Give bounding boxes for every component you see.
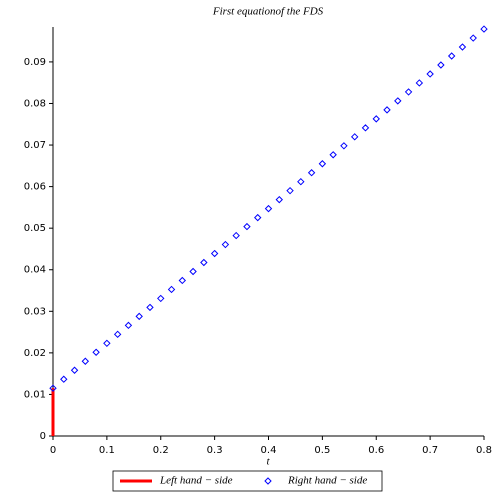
y-tick-label: 0.02	[24, 348, 46, 359]
point	[200, 258, 208, 267]
point	[81, 357, 90, 365]
point	[210, 249, 219, 258]
point	[318, 160, 327, 168]
point	[350, 133, 359, 141]
point	[426, 70, 434, 78]
point	[340, 142, 348, 150]
point	[297, 177, 305, 186]
y-tick-label: 0.05	[24, 223, 46, 234]
x-axis-label: t	[266, 456, 270, 468]
y-tick-label: 0.09	[24, 57, 46, 68]
point	[469, 34, 477, 42]
x-tick-label: 0	[50, 445, 56, 456]
point	[264, 204, 273, 213]
y-tick-label: 0.01	[24, 389, 46, 400]
point	[167, 285, 176, 294]
x-tick-label: 0.6	[368, 445, 384, 456]
point	[254, 213, 262, 222]
y-tick-label: 0.03	[24, 306, 46, 317]
legend-label: Left hand − side	[159, 475, 233, 487]
point	[447, 52, 456, 60]
point	[394, 97, 402, 105]
point	[146, 303, 154, 312]
point	[437, 61, 445, 69]
legend-swatch	[264, 477, 272, 485]
point	[124, 321, 133, 330]
y-tick-label: 0.07	[24, 140, 46, 151]
x-tick-label: 0.4	[261, 445, 277, 456]
x-tick-label: 0.3	[207, 445, 223, 456]
point	[275, 195, 283, 204]
point	[307, 169, 316, 177]
point	[135, 312, 143, 321]
point	[286, 186, 294, 195]
point	[458, 43, 467, 51]
point	[243, 222, 251, 231]
point	[221, 240, 230, 249]
point	[383, 106, 391, 114]
legend-label: Right hand − side	[287, 475, 367, 487]
point	[103, 339, 111, 348]
point	[480, 25, 488, 33]
point	[415, 79, 424, 87]
point	[157, 294, 165, 303]
point	[404, 88, 413, 96]
x-tick-label: 0.7	[422, 445, 438, 456]
point	[361, 124, 370, 132]
point	[178, 276, 187, 285]
x-tick-label: 0.1	[99, 445, 115, 456]
point	[92, 348, 100, 356]
chart-title: First equationof the FDS	[212, 6, 324, 18]
point	[372, 115, 380, 123]
x-tick-label: 0.2	[153, 445, 169, 456]
x-tick-label: 0.8	[476, 445, 492, 456]
y-tick-label: 0.08	[24, 98, 46, 109]
point	[60, 375, 68, 383]
point	[329, 151, 337, 159]
point	[70, 366, 79, 374]
y-tick-label: 0.04	[24, 265, 46, 276]
legend-box	[112, 470, 383, 492]
point	[113, 330, 122, 339]
point	[232, 231, 240, 240]
x-tick-label: 0.5	[314, 445, 330, 456]
point	[49, 384, 57, 392]
point	[189, 267, 197, 276]
y-tick-label: 0.06	[24, 182, 46, 193]
y-tick-label: 0	[40, 431, 46, 442]
